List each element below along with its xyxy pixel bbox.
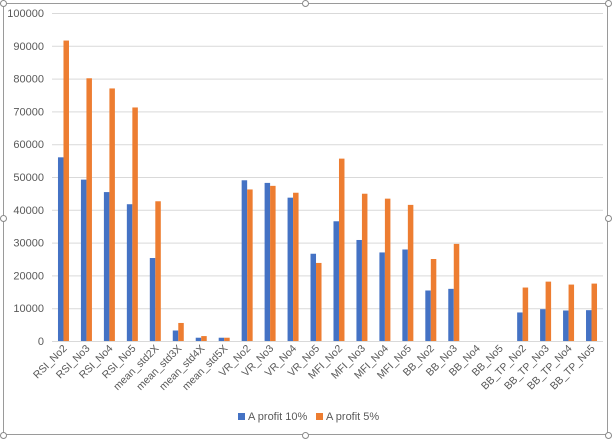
y-tick-label: 20000 (13, 270, 44, 282)
bar-profit-5-mean-std5x (224, 337, 230, 341)
bar-profit-5-rsi-no2 (63, 40, 69, 342)
y-tick-label: 50000 (13, 172, 44, 184)
legend-swatch-profit-10 (238, 413, 245, 420)
bar-profit-5-mean-std2x (155, 201, 161, 341)
bar-profit-10-bb-tp-no4 (563, 310, 569, 341)
bar-profit-5-bb-tp-no5 (591, 283, 598, 341)
y-tick-label: 30000 (13, 238, 44, 250)
bar-profit-10-rsi-no2 (57, 157, 64, 341)
bar-profit-5-bb-tp-no3 (545, 281, 552, 341)
y-tick-label: 90000 (13, 41, 44, 53)
bar-profit-10-bb-tp-no2 (517, 312, 523, 341)
bar-profit-5-mfi-no4 (384, 198, 391, 341)
bar-profit-5-mean-std3x (178, 322, 184, 341)
bar-profit-5-vr-no3 (270, 185, 276, 341)
legend-label-profit-10: A profit 10% (248, 411, 308, 423)
bar-profit-10-rsi-no4 (103, 192, 110, 341)
y-tick-label: 70000 (13, 106, 44, 118)
y-tick-label: 0 (38, 336, 44, 348)
resize-handle-middle-right[interactable] (605, 215, 612, 222)
bar-profit-5-mfi-no3 (361, 193, 368, 341)
bar-profit-5-mfi-no5 (407, 204, 414, 341)
bar-profit-5-bb-no2 (430, 259, 437, 341)
bar-profit-10-bb-no2 (425, 290, 431, 341)
bar-profit-10-rsi-no3 (80, 179, 87, 341)
bar-profit-5-vr-no2 (247, 189, 253, 341)
bar-profit-10-mean-std2x (149, 258, 156, 341)
bar-profit-10-bb-no3 (448, 288, 454, 341)
bar-profit-10-mean-std3x (172, 330, 179, 341)
y-tick-label: 40000 (13, 205, 44, 217)
bar-profit-10-mfi-no4 (379, 252, 385, 341)
y-tick-label: 100000 (7, 8, 44, 20)
bar-profit-5-vr-no5 (316, 262, 322, 341)
resize-handle-top-right[interactable] (605, 0, 612, 7)
bar-profit-5-bb-tp-no4 (568, 284, 575, 341)
bar-profit-10-vr-no4 (287, 197, 294, 341)
bar-profit-5-rsi-no5 (132, 107, 138, 342)
resize-handle-top-left[interactable] (0, 0, 7, 7)
y-tick-label: 10000 (13, 303, 44, 315)
bar-profit-10-bb-tp-no3 (540, 309, 546, 341)
bar-profit-10-mfi-no2 (333, 221, 339, 341)
bar-profit-5-rsi-no4 (109, 88, 115, 341)
bar-profit-10-vr-no2 (241, 180, 248, 341)
legend-label-profit-5: A profit 5% (326, 411, 379, 423)
y-tick-label: 80000 (13, 74, 44, 86)
bar-profit-10-mfi-no5 (402, 249, 408, 341)
bar-profit-10-mfi-no3 (356, 239, 362, 341)
bar-profit-10-mean-std4x (195, 337, 202, 341)
bar-profit-5-bb-tp-no2 (522, 287, 529, 341)
bar-profit-5-mean-std4x (201, 336, 207, 341)
bar-profit-10-bb-tp-no5 (586, 310, 592, 341)
resize-handle-top-center[interactable] (302, 0, 309, 7)
legend-swatch-profit-5 (316, 413, 323, 420)
resize-handle-middle-left[interactable] (0, 215, 7, 222)
y-tick-label: 60000 (13, 139, 44, 151)
bar-profit-5-mfi-no2 (338, 158, 345, 341)
bar-profit-10-vr-no3 (264, 182, 271, 341)
bar-profit-5-vr-no4 (293, 192, 299, 341)
bar-profit-10-mean-std5x (218, 337, 225, 341)
bar-profit-5-rsi-no3 (86, 78, 92, 342)
bar-profit-10-rsi-no5 (126, 204, 133, 341)
bar-profit-10-vr-no5 (310, 253, 317, 341)
bar-profit-5-bb-no3 (453, 243, 460, 341)
